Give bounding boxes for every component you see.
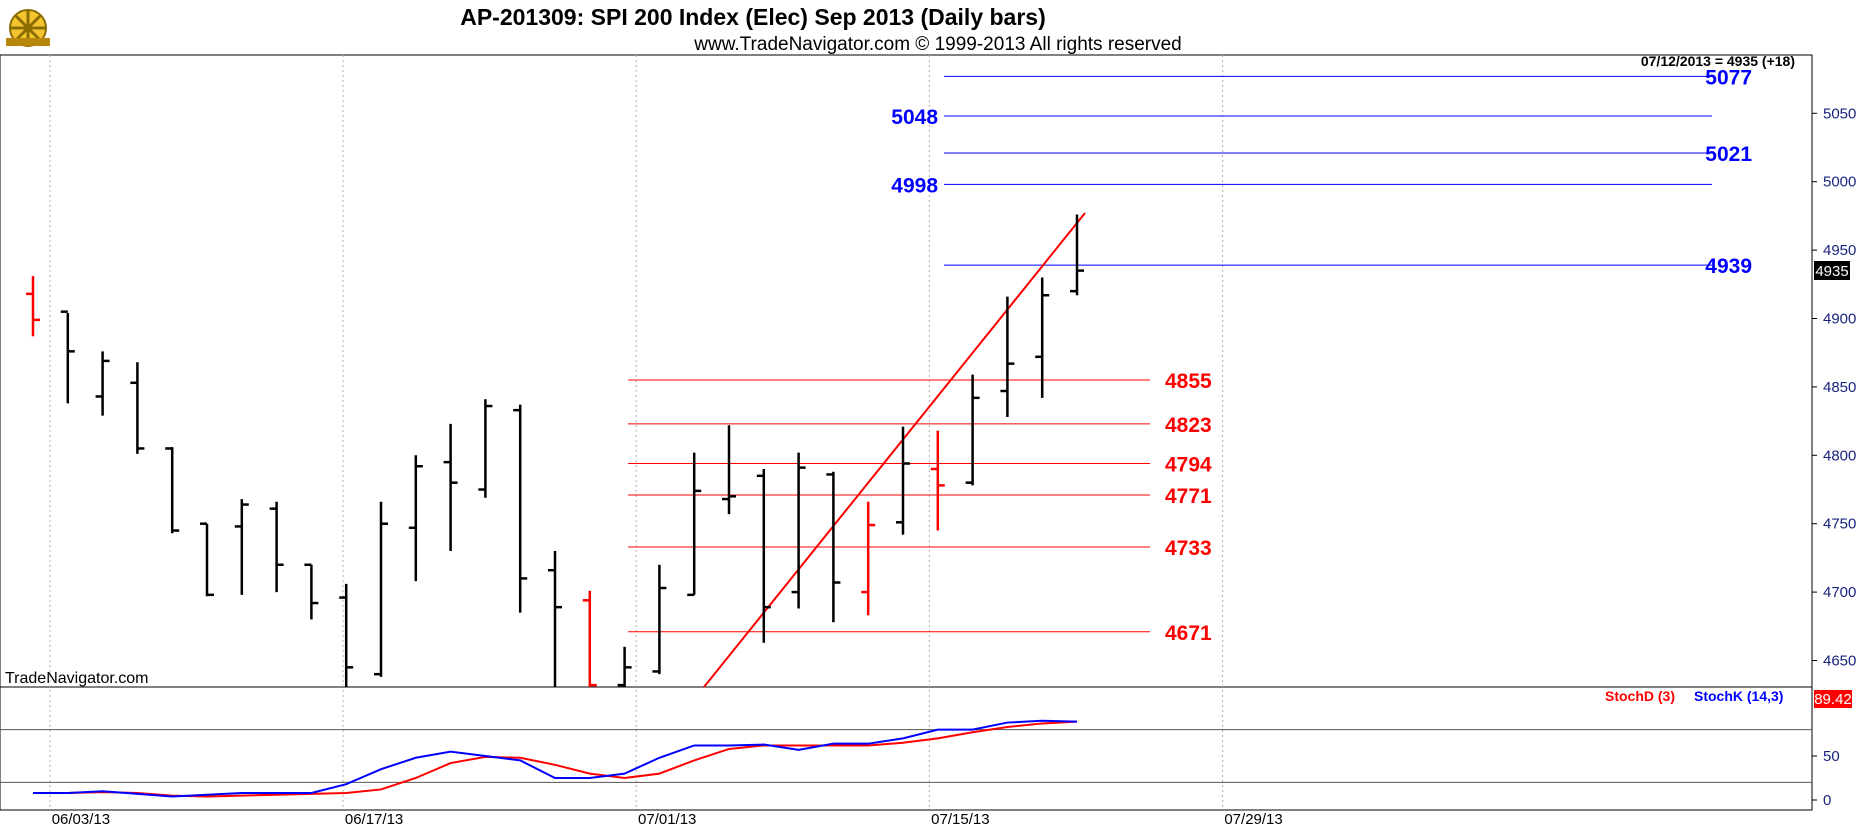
grid: [49, 55, 1224, 810]
x-tick-label: 06/03/13: [52, 811, 110, 828]
stochastic-grid: 0 50: [0, 729, 1840, 809]
y-tick-label: 4900: [1823, 311, 1856, 328]
trade-navigator-logo: [6, 9, 50, 47]
blue-level-label: 5021: [1705, 143, 1752, 166]
stochastic-panel: [0, 686, 1813, 811]
stoch-value: 89.42: [1814, 691, 1852, 708]
x-tick-label: 06/17/13: [345, 811, 403, 828]
stoch-y-tick-label: 50: [1823, 748, 1840, 765]
last-price-box-value: 4935: [1815, 263, 1848, 280]
stoch-d-line: [33, 720, 1078, 798]
blue-level-label: 4998: [891, 174, 938, 197]
y-tick-label: 5050: [1823, 105, 1856, 122]
red-level-label: 4771: [1165, 485, 1212, 508]
red-level-label: 4733: [1165, 537, 1212, 560]
chart-title: AP-201309: SPI 200 Index (Elec) Sep 2013…: [460, 4, 1046, 30]
y-tick-label: 4950: [1823, 242, 1856, 259]
stoch-value-box: [1814, 690, 1852, 708]
price-y-axis: 4650 4700 4750 4800 4850 4900 4950 5000 5050: [1812, 105, 1856, 670]
x-axis: 06/03/13 06/17/13 07/01/13 07/15/13 07/29/13: [52, 811, 1283, 828]
price-levels: 5077 5048 5021 4998 4939 4855 4823 4794 4771 4733…: [628, 66, 1752, 645]
stoch-k-label: StochK (14,3): [1694, 688, 1783, 704]
price-bars: [26, 214, 1084, 687]
y-tick-label: 4700: [1823, 584, 1856, 601]
y-tick-label: 4650: [1823, 653, 1856, 670]
y-tick-label: 4850: [1823, 379, 1856, 396]
stoch-k-line: [33, 719, 1078, 798]
red-level-label: 4671: [1165, 622, 1212, 645]
blue-level-label: 5048: [891, 106, 938, 129]
blue-level-label: 4939: [1705, 255, 1752, 278]
price-panel: [0, 54, 1813, 688]
red-level-label: 4794: [1165, 454, 1212, 477]
chart-subtitle: www.TradeNavigator.com © 1999-2013 All r…: [693, 34, 1181, 55]
trendline: [703, 212, 1086, 688]
y-tick-label: 4800: [1823, 447, 1856, 464]
blue-level-label: 5077: [1705, 66, 1752, 89]
y-tick-label: 4750: [1823, 516, 1856, 533]
stoch-y-tick-label: 0: [1823, 792, 1831, 809]
last-price-label: 07/12/2013 = 4935 (+18): [1641, 53, 1795, 69]
red-level-label: 4855: [1165, 370, 1212, 393]
x-tick-label: 07/29/13: [1224, 811, 1282, 828]
x-tick-label: 07/01/13: [638, 811, 696, 828]
watermark: TradeNavigator.com: [5, 670, 148, 687]
red-level-label: 4823: [1165, 414, 1212, 437]
y-tick-label: 5000: [1823, 174, 1856, 191]
last-price-box: [1814, 261, 1850, 280]
stoch-d-label: StochD (3): [1605, 688, 1675, 704]
x-tick-label: 07/15/13: [931, 811, 989, 828]
